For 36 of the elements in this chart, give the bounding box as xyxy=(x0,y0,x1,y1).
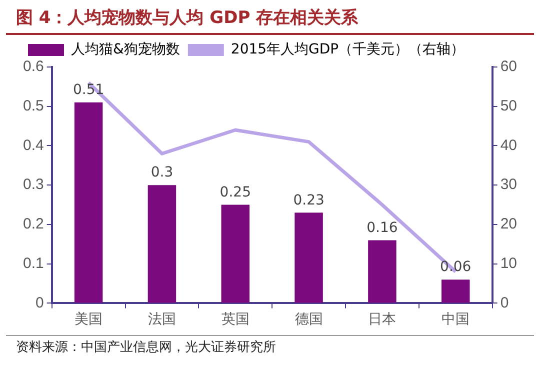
legend-label: 2015年人均GDP（千美元）（右轴） xyxy=(230,42,465,58)
data-label: 0.51 xyxy=(72,82,104,98)
y-tick-label: 0 xyxy=(36,294,44,312)
bar xyxy=(368,240,396,303)
y2-tick-label: 40 xyxy=(500,136,518,154)
y-tick-label: 0.6 xyxy=(22,58,44,76)
data-label: 0.25 xyxy=(220,184,251,200)
y-tick-label: 0.2 xyxy=(22,216,44,233)
bar xyxy=(148,185,176,303)
x-tick-label: 日本 xyxy=(368,310,396,326)
x-tick-label: 中国 xyxy=(442,310,470,326)
legend-label: 人均猫&狗宠物数 xyxy=(71,42,180,58)
y-tick-label: 0.5 xyxy=(22,98,44,115)
data-label: 0.3 xyxy=(150,164,174,181)
x-tick-label: 英国 xyxy=(221,310,250,326)
y-tick-label: 0.4 xyxy=(22,136,44,154)
y-tick-label: 0.3 xyxy=(22,176,44,194)
data-label: 0.16 xyxy=(366,220,398,236)
bar xyxy=(221,204,250,303)
bar xyxy=(74,102,103,303)
y2-tick-label: 20 xyxy=(500,216,518,233)
data-label: 0.23 xyxy=(293,192,324,208)
y2-tick-label: 30 xyxy=(500,176,518,194)
bar xyxy=(441,280,470,303)
x-tick-label: 德国 xyxy=(294,310,323,326)
x-tick-label: 法国 xyxy=(148,310,176,326)
text: 资料来源：中国产业信息网，光大证券研究所 xyxy=(6,335,534,358)
chart-title: 图 4：人均宠物数与人均 GDP 存在相关关系 xyxy=(6,0,534,35)
y2-tick-label: 60 xyxy=(500,58,518,76)
data-label: 0.06 xyxy=(440,259,472,276)
bar xyxy=(294,212,323,303)
y2-tick-label: 0 xyxy=(500,294,509,312)
y-tick-label: 0.1 xyxy=(22,254,44,272)
x-tick-label: 美国 xyxy=(74,310,103,326)
y2-tick-label: 10 xyxy=(500,254,518,272)
y2-tick-label: 50 xyxy=(500,98,518,115)
